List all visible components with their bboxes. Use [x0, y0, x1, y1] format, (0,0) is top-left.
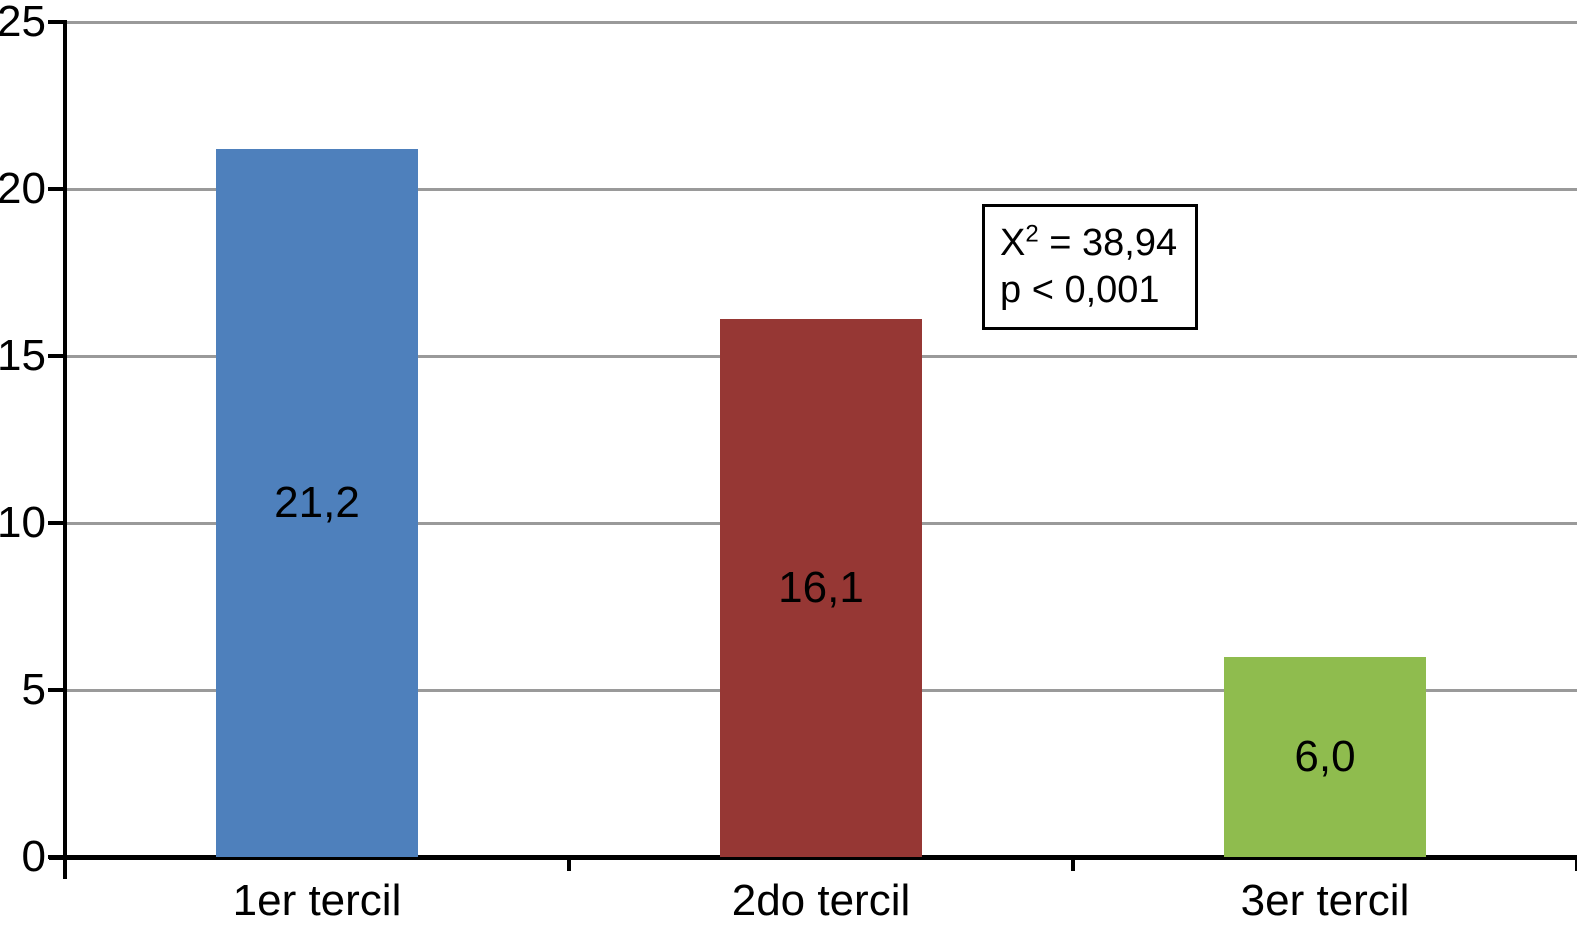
x-axis-label-2: 2do tercil [731, 876, 911, 925]
y-axis [63, 20, 67, 879]
x-axis-label-3: 3er tercil [1240, 876, 1410, 925]
y-tick-10 [48, 521, 65, 525]
y-tick-0 [48, 855, 65, 859]
y-tick-15 [48, 354, 65, 358]
chi-square-value: = 38,94 [1038, 222, 1178, 264]
y-tick-25 [48, 20, 65, 24]
y-axis-label-15: 15 [0, 331, 46, 380]
x-tick-2 [1071, 857, 1075, 871]
gridline-20 [65, 187, 1577, 191]
bar-value-label-1: 21,2 [274, 477, 360, 527]
y-tick-5 [48, 688, 65, 692]
bar-3er-tercil [1224, 656, 1426, 857]
p-value-text: p < 0,001 [1000, 269, 1160, 311]
chi-square-text: X2 = 38,94 [1000, 220, 1195, 267]
x-tick-1 [567, 857, 571, 871]
y-axis-label-25: 25 [0, 0, 46, 46]
stat-annotation-box: X2 = 38,94 p < 0,001 [982, 204, 1198, 330]
x-tick-3 [1575, 857, 1577, 871]
y-axis-label-10: 10 [0, 498, 46, 547]
chi-square-exponent: 2 [1025, 220, 1039, 248]
x-axis [49, 855, 1577, 860]
x-axis-label-1: 1er tercil [232, 876, 402, 925]
bar-1er-tercil [216, 148, 418, 857]
bar-value-label-2: 16,1 [778, 563, 864, 613]
y-axis-label-5: 5 [21, 665, 46, 714]
y-tick-20 [48, 187, 65, 191]
bar-2do-tercil [720, 319, 922, 857]
gridline-25 [65, 20, 1577, 24]
y-axis-label-20: 20 [0, 164, 46, 213]
bar-value-label-3: 6,0 [1294, 731, 1356, 781]
y-axis-label-0: 0 [21, 832, 46, 881]
chi-square-symbol: X [1000, 222, 1026, 264]
